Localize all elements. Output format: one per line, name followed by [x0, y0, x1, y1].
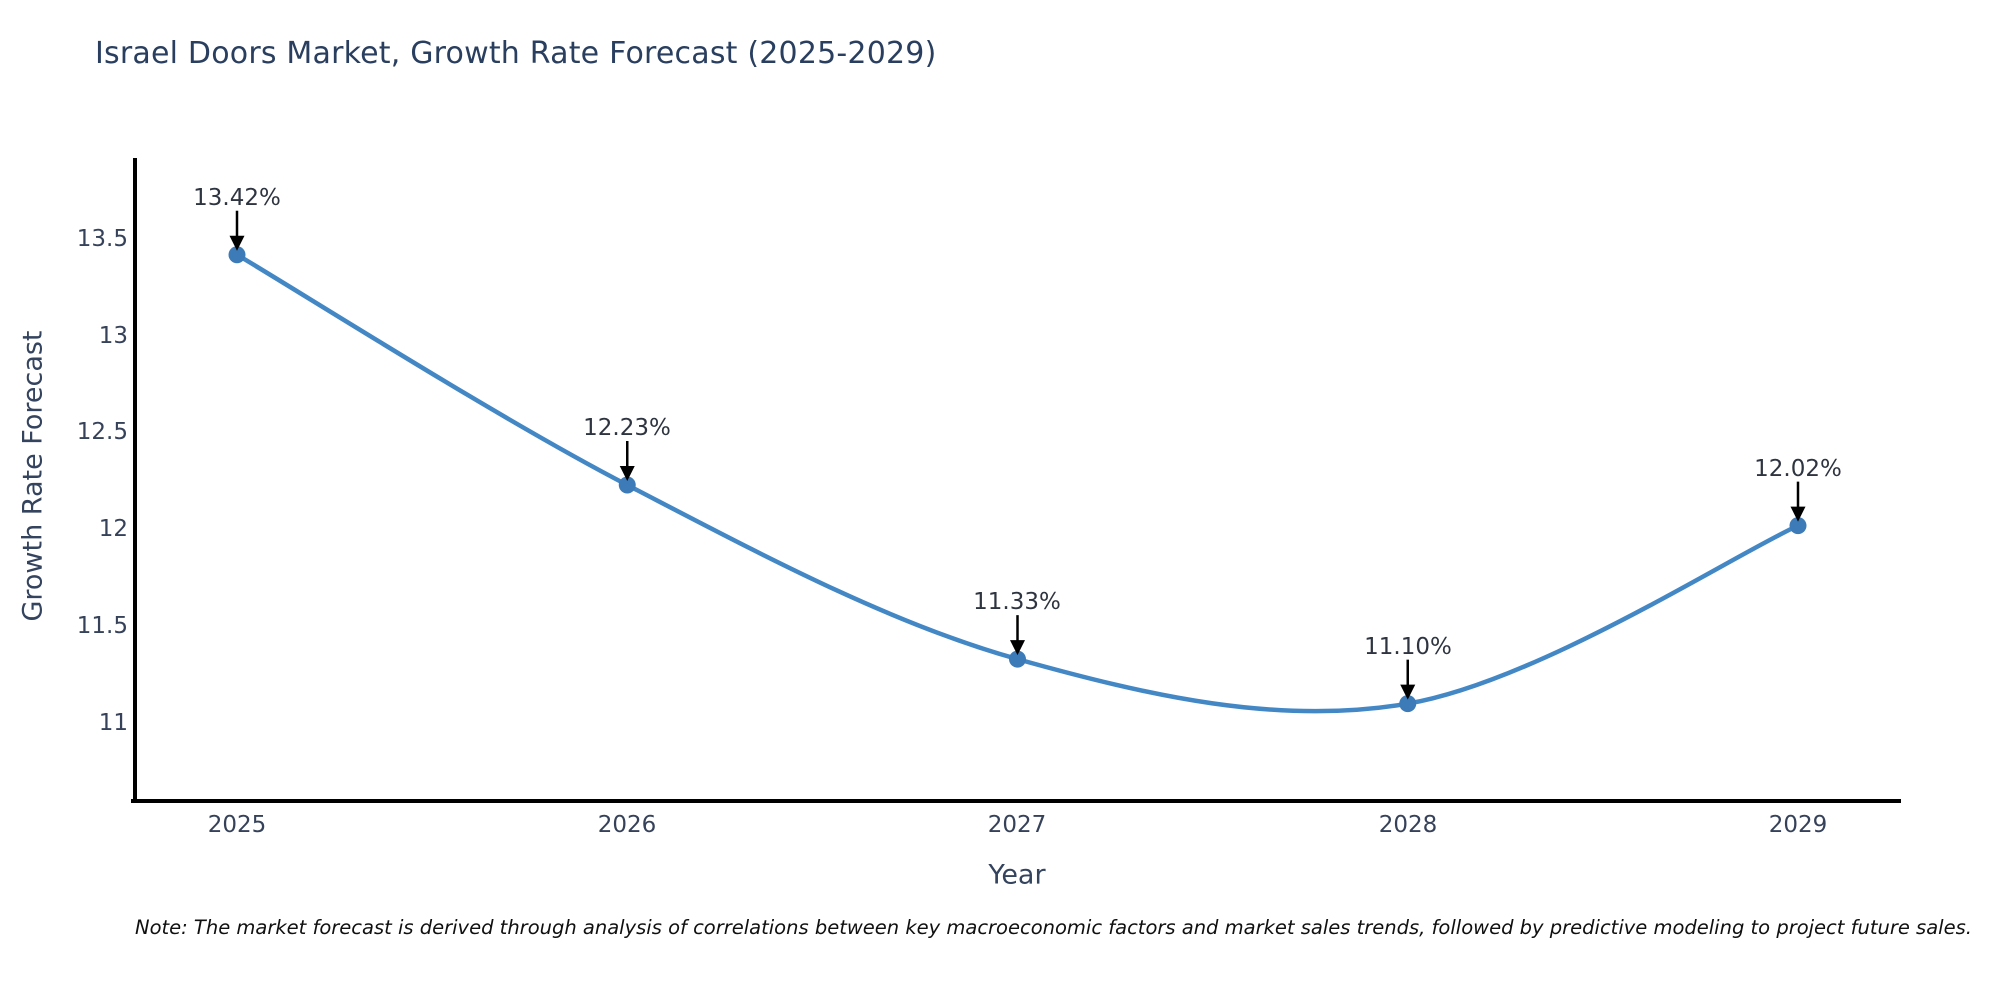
y-tick-label: 13 [98, 323, 128, 349]
data-label-2029: 12.02% [1754, 456, 1842, 482]
x-axis-title: Year [988, 859, 1046, 891]
x-tick-label: 2029 [1768, 812, 1828, 838]
data-point-marker [618, 476, 636, 494]
data-label-2028: 11.10% [1364, 634, 1452, 660]
data-point-marker [228, 246, 246, 264]
y-tick-label: 12.5 [76, 419, 128, 445]
data-label-2026: 12.23% [583, 415, 671, 441]
annotation-arrow-head [619, 465, 635, 481]
annotation-arrow-head [1790, 506, 1806, 522]
annotation-arrow-head [229, 235, 245, 251]
x-tick-label: 2025 [207, 812, 267, 838]
y-tick-label: 12 [98, 516, 128, 542]
x-axis-line [131, 799, 1901, 803]
chart-title: Israel Doors Market, Growth Rate Forecas… [95, 36, 937, 71]
data-point-marker [1399, 695, 1417, 713]
y-tick-label: 13.5 [76, 226, 128, 252]
annotation-arrow-head [1010, 640, 1025, 656]
x-tick-label: 2027 [987, 812, 1047, 838]
footnote-text: Note: The market forecast is derived thr… [135, 916, 1972, 939]
y-tick-label: 11.5 [76, 613, 128, 639]
data-point-marker [1009, 650, 1026, 668]
annotation-arrow-head [1400, 684, 1416, 700]
x-tick-label: 2026 [597, 812, 657, 838]
data-label-2027: 11.33% [973, 589, 1061, 615]
y-axis-line [133, 158, 137, 803]
x-tick-label: 2028 [1378, 812, 1438, 838]
data-label-2025: 13.42% [193, 185, 281, 211]
data-point-marker [1789, 517, 1807, 535]
y-axis-title: Growth Rate Forecast [17, 330, 49, 622]
y-tick-label: 11 [98, 710, 128, 736]
